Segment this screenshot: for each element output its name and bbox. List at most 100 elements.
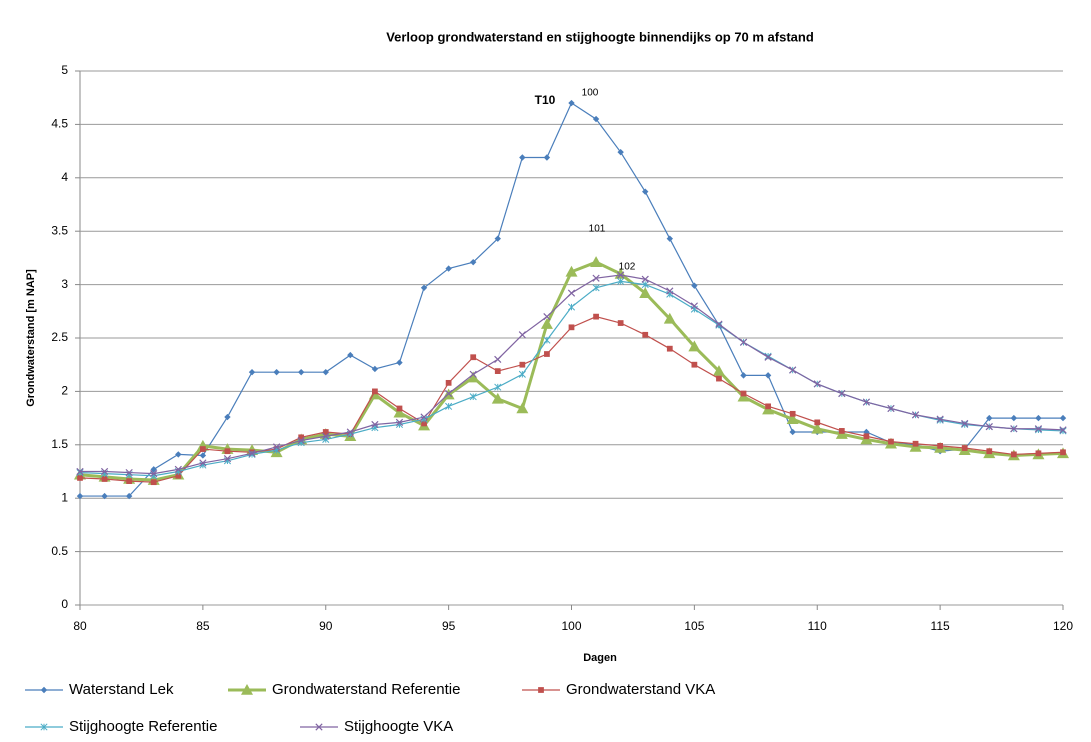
marker bbox=[297, 368, 305, 376]
y-tick-label: 1 bbox=[61, 490, 68, 504]
marker bbox=[740, 390, 747, 397]
marker bbox=[543, 313, 551, 321]
legend-label: Grondwaterstand VKA bbox=[566, 681, 715, 698]
y-tick-label: 1.5 bbox=[51, 437, 68, 451]
marker bbox=[224, 448, 231, 455]
marker bbox=[567, 303, 576, 311]
marker bbox=[786, 413, 799, 424]
marker bbox=[716, 375, 722, 382]
marker bbox=[592, 115, 600, 123]
marker bbox=[1035, 414, 1042, 422]
legend-item: Waterstand Lek bbox=[25, 681, 174, 698]
marker bbox=[813, 380, 821, 388]
marker bbox=[421, 420, 427, 427]
marker bbox=[617, 271, 625, 279]
marker bbox=[543, 336, 551, 344]
marker bbox=[764, 372, 772, 379]
y-tick-label: 2 bbox=[61, 384, 68, 398]
marker bbox=[519, 361, 526, 368]
legend-label: Stijghoogte VKA bbox=[344, 718, 453, 735]
marker bbox=[544, 351, 550, 357]
marker bbox=[863, 433, 870, 440]
legend-marker bbox=[40, 723, 48, 731]
marker bbox=[1059, 427, 1067, 435]
marker bbox=[371, 420, 379, 429]
marker bbox=[494, 235, 501, 242]
marker bbox=[789, 366, 797, 374]
chart-title: Verloop grondwaterstand en stijghoogte b… bbox=[386, 29, 814, 44]
legend-marker bbox=[40, 686, 48, 694]
marker bbox=[592, 274, 600, 282]
marker bbox=[1060, 449, 1066, 456]
marker bbox=[322, 432, 330, 440]
y-tick-label: 5 bbox=[61, 63, 68, 77]
marker bbox=[961, 420, 969, 429]
marker bbox=[838, 389, 846, 398]
marker bbox=[298, 434, 305, 441]
y-tick-label: 2.5 bbox=[51, 330, 68, 344]
marker bbox=[1010, 425, 1018, 433]
marker bbox=[322, 368, 329, 376]
marker bbox=[543, 154, 551, 161]
legend-label: Grondwaterstand Referentie bbox=[272, 681, 460, 698]
marker bbox=[789, 428, 796, 436]
marker bbox=[272, 443, 281, 451]
marker bbox=[322, 429, 329, 435]
y-tick-label: 0 bbox=[61, 597, 68, 611]
marker bbox=[150, 470, 158, 478]
marker bbox=[196, 439, 209, 451]
marker bbox=[690, 302, 698, 310]
marker bbox=[322, 435, 330, 444]
marker bbox=[76, 467, 84, 476]
marker bbox=[617, 148, 624, 156]
marker bbox=[371, 365, 379, 373]
marker bbox=[936, 415, 944, 423]
marker bbox=[445, 389, 453, 398]
marker bbox=[937, 442, 944, 449]
marker bbox=[888, 438, 894, 445]
x-tick-label: 85 bbox=[196, 619, 210, 633]
legend-item: Grondwaterstand VKA bbox=[522, 681, 715, 698]
marker bbox=[150, 479, 157, 486]
marker bbox=[347, 351, 354, 359]
marker bbox=[396, 359, 403, 366]
legend-marker bbox=[538, 687, 544, 693]
marker bbox=[101, 476, 108, 482]
marker bbox=[862, 398, 871, 406]
marker bbox=[936, 416, 944, 424]
marker bbox=[739, 338, 748, 346]
marker bbox=[617, 277, 625, 285]
x-tick-label: 90 bbox=[319, 619, 333, 633]
marker bbox=[248, 368, 256, 376]
x-tick-label: 105 bbox=[684, 619, 704, 633]
marker bbox=[420, 284, 428, 292]
marker bbox=[396, 405, 403, 412]
marker bbox=[1035, 450, 1042, 457]
marker bbox=[764, 353, 772, 361]
y-tick-label: 0.5 bbox=[51, 544, 68, 558]
legend-label: Stijghoogte Referentie bbox=[69, 718, 217, 735]
marker bbox=[593, 313, 599, 320]
marker bbox=[273, 368, 280, 376]
marker bbox=[126, 478, 133, 484]
y-tick-label: 4.5 bbox=[51, 117, 68, 131]
marker bbox=[470, 258, 477, 266]
legend-marker bbox=[315, 723, 323, 731]
marker bbox=[494, 368, 501, 374]
legend-marker bbox=[241, 684, 253, 695]
legend-item: Stijghoogte Referentie bbox=[25, 718, 217, 735]
y-axis-label: Grondwaterstand [m NAP] bbox=[25, 269, 37, 407]
marker bbox=[101, 492, 108, 500]
marker bbox=[223, 455, 232, 463]
marker bbox=[715, 320, 723, 328]
marker bbox=[469, 393, 477, 401]
marker bbox=[765, 403, 771, 410]
marker bbox=[467, 371, 480, 383]
x-tick-label: 80 bbox=[73, 619, 87, 633]
marker bbox=[666, 235, 673, 242]
marker bbox=[1034, 426, 1042, 434]
marker bbox=[445, 379, 452, 386]
marker bbox=[297, 436, 305, 445]
